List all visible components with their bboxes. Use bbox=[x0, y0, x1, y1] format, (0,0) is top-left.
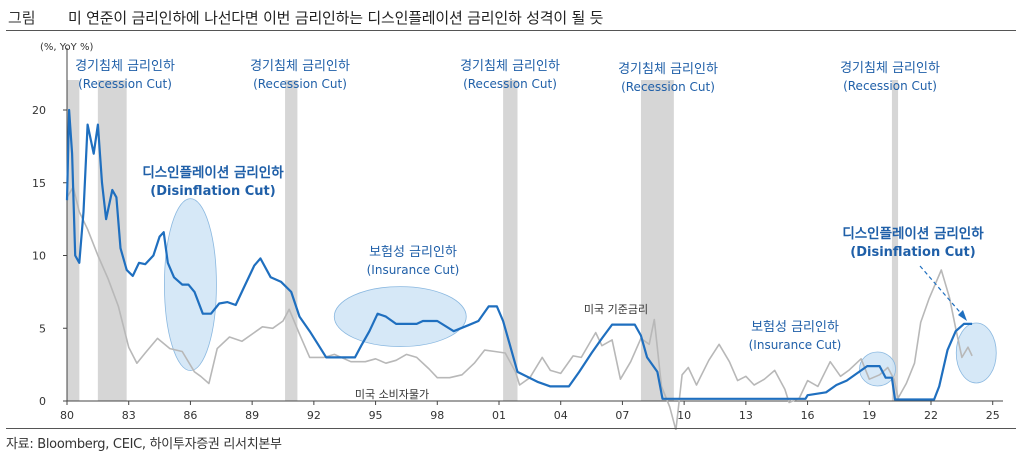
annotation-disinflation-line: (Disinflation Cut) bbox=[850, 245, 975, 260]
annotation-insurance-line: 보험성 금리인하 bbox=[751, 320, 839, 335]
rate-cpi-chart: (%, YoY %) 0 5 10 15 20 80 83 86 89 92 95 98 01 04 07 10… bbox=[32, 42, 1003, 430]
x-tick-label: 22 bbox=[924, 409, 938, 422]
highlight-ellipses bbox=[164, 198, 997, 387]
header-rule bbox=[6, 30, 1016, 31]
annotation-recession-line: (Recession Cut) bbox=[621, 80, 715, 94]
annotation-recession-line: 경기침체 금리인하 bbox=[75, 59, 175, 74]
figure-title: 미 연준이 금리인하에 나선다면 이번 금리인하는 디스인플레이션 금리인하 성… bbox=[68, 9, 604, 27]
x-tick-label: 19 bbox=[862, 409, 876, 422]
annotation-disinflation-line: 디스인플레이션 금리인하 bbox=[842, 225, 984, 242]
annotations: 경기침체 금리인하 (Recession Cut) 경기침체 금리인하 (Recess… bbox=[75, 59, 984, 401]
figure-header: 그림 미 연준이 금리인하에 나선다면 이번 금리인하는 디스인플레이션 금리인… bbox=[0, 0, 1022, 34]
y-tick-label: 10 bbox=[32, 250, 46, 263]
x-tick-label: 07 bbox=[615, 409, 629, 422]
series-label: 미국 소비자물가 bbox=[355, 388, 429, 401]
figure-label: 그림 bbox=[8, 9, 36, 27]
y-tick-label: 20 bbox=[32, 104, 46, 117]
recession-band bbox=[97, 80, 127, 401]
x-tick-label: 16 bbox=[801, 409, 815, 422]
source-note: 자료: Bloomberg, CEIC, 하이투자증권 리서치본부 bbox=[6, 437, 282, 452]
annotation-insurance-line: (Insurance Cut) bbox=[749, 338, 842, 352]
dashed-arrow-line bbox=[919, 265, 966, 319]
y-tick-label: 5 bbox=[39, 322, 46, 335]
fed-rate-series-line bbox=[65, 108, 973, 401]
highlight-ellipse bbox=[333, 286, 467, 348]
annotation-recession-line: 경기침체 금리인하 bbox=[250, 59, 350, 74]
annotation-recession-line: (Recession Cut) bbox=[78, 77, 172, 91]
recession-band bbox=[285, 80, 298, 401]
series-label: 미국 기준금리 bbox=[584, 303, 648, 316]
annotation-recession-line: 경기침체 금리인하 bbox=[840, 61, 940, 76]
x-tick-label: 95 bbox=[369, 409, 383, 422]
x-tick-label: 25 bbox=[986, 409, 1000, 422]
x-tick-label: 80 bbox=[60, 409, 74, 422]
x-tick-label: 83 bbox=[122, 409, 136, 422]
footer-rule bbox=[6, 428, 1016, 429]
axes: (%, YoY %) 0 5 10 15 20 80 83 86 89 92 95 98 01 04 07 10… bbox=[32, 42, 1003, 422]
cpi-series-line bbox=[66, 186, 973, 430]
y-tick-label: 0 bbox=[39, 395, 46, 408]
annotation-recession-line: 경기침체 금리인하 bbox=[618, 62, 718, 77]
annotation-insurance-line: (Insurance Cut) bbox=[367, 263, 460, 277]
annotation-recession-line: (Recession Cut) bbox=[843, 79, 937, 93]
x-tick-label: 10 bbox=[677, 409, 691, 422]
annotation-disinflation-line: (Disinflation Cut) bbox=[150, 184, 275, 199]
x-tick-label: 01 bbox=[492, 409, 506, 422]
annotation-recession-line: (Recession Cut) bbox=[253, 77, 347, 91]
x-tick-label: 89 bbox=[245, 409, 259, 422]
y-tick-label: 15 bbox=[32, 177, 46, 190]
x-tick-label: 86 bbox=[183, 409, 197, 422]
annotation-recession-line: 경기침체 금리인하 bbox=[460, 59, 560, 74]
x-tick-label: 98 bbox=[430, 409, 444, 422]
x-tick-label: 92 bbox=[307, 409, 321, 422]
highlight-ellipse bbox=[955, 322, 997, 384]
highlight-ellipse bbox=[164, 198, 217, 372]
y-unit-label: (%, YoY %) bbox=[40, 42, 93, 53]
recession-band bbox=[67, 80, 80, 401]
recession-band bbox=[891, 80, 899, 401]
annotation-disinflation-line: 디스인플레이션 금리인하 bbox=[142, 164, 284, 181]
x-tick-label: 13 bbox=[739, 409, 753, 422]
x-tick-label: 04 bbox=[554, 409, 568, 422]
arrow-head bbox=[958, 310, 967, 321]
recession-band bbox=[503, 80, 518, 401]
annotation-insurance-line: 보험성 금리인하 bbox=[369, 245, 457, 260]
series-lines bbox=[65, 108, 973, 430]
annotation-recession-line: (Recession Cut) bbox=[463, 77, 557, 91]
